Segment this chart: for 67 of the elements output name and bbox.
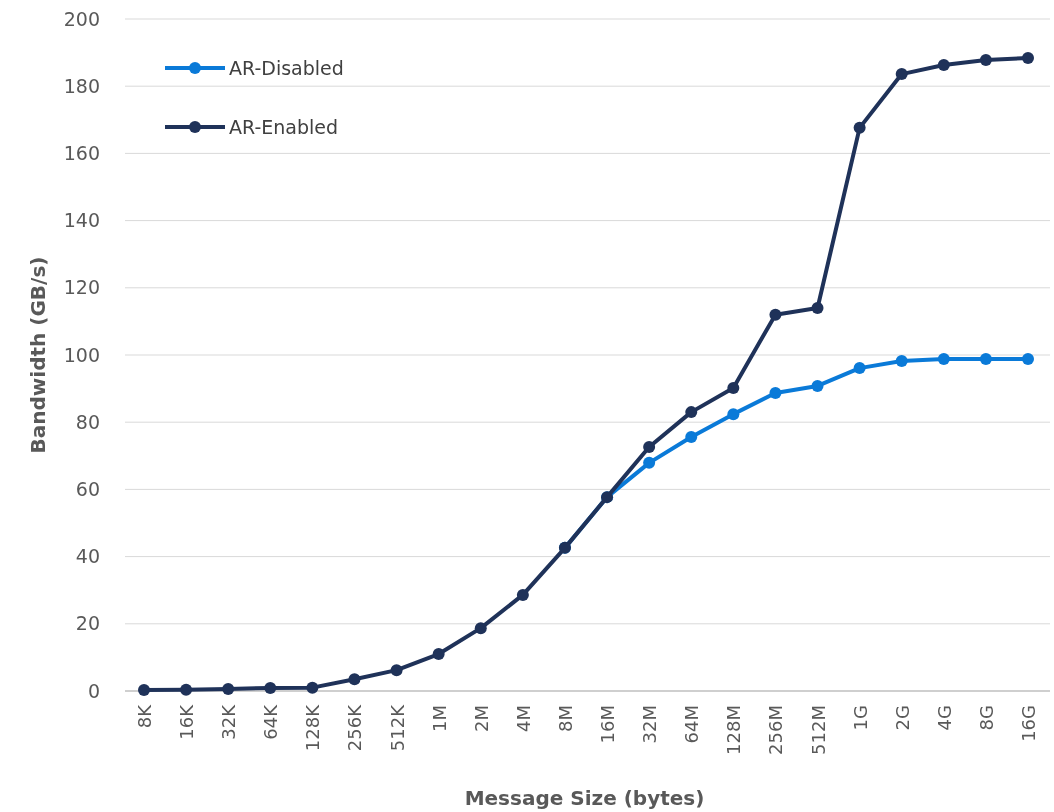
x-tick-label: 4G: [933, 705, 955, 731]
y-tick-label: 0: [87, 679, 100, 702]
y-tick-label: 120: [63, 276, 100, 299]
point: [937, 59, 950, 72]
y-tick-label: 60: [75, 478, 100, 501]
point: [348, 673, 361, 686]
point: [643, 456, 656, 469]
x-tick-label: 8K: [134, 703, 155, 729]
x-tick-label: 4M: [512, 705, 534, 732]
y-tick-label: 20: [75, 612, 100, 635]
x-tick-label: 64K: [260, 703, 282, 740]
point: [180, 683, 193, 696]
point: [432, 648, 445, 661]
point: [769, 386, 782, 399]
point: [685, 430, 698, 443]
x-axis-title: Message Size (bytes): [464, 786, 705, 810]
point: [264, 681, 277, 694]
point: [306, 681, 319, 694]
x-tick-label: 16K: [176, 703, 198, 740]
x-tick-label: 32M: [639, 705, 661, 744]
point: [727, 381, 740, 394]
y-tick-label: 160: [63, 142, 100, 165]
point: [853, 121, 866, 134]
y-tick-label: 40: [75, 545, 100, 568]
x-tick-label: 16M: [597, 705, 619, 744]
x-tick-label: 128M: [723, 705, 745, 755]
x-tick-label: 128K: [302, 703, 324, 752]
point: [811, 379, 824, 392]
point: [769, 308, 782, 321]
x-tick-label: 512K: [386, 703, 408, 752]
point: [1022, 51, 1034, 64]
y-tick-label: 200: [63, 7, 100, 30]
x-tick-label: 1G: [849, 705, 871, 731]
point: [222, 682, 235, 695]
legend-label: AR-Enabled: [229, 115, 339, 138]
point: [979, 53, 992, 66]
y-tick-label: 100: [63, 343, 100, 366]
y-tick-label: 80: [75, 410, 100, 433]
x-tick-label: 8G: [975, 705, 997, 731]
y-tick-label: 180: [63, 74, 100, 97]
point: [685, 406, 698, 419]
point: [474, 622, 487, 635]
point: [895, 355, 908, 368]
point: [643, 441, 656, 454]
point: [138, 683, 150, 696]
x-tick-label: 32K: [218, 703, 240, 740]
point: [390, 664, 403, 677]
x-tick-label: 256M: [765, 705, 787, 755]
point: [1022, 353, 1034, 366]
point: [811, 301, 824, 314]
legend-label: AR-Disabled: [229, 56, 344, 79]
point: [895, 68, 908, 81]
y-axis-title: Bandwidth (GB/s): [26, 256, 50, 454]
x-tick-label: 16G: [1018, 705, 1039, 742]
x-tick-label: 256K: [344, 703, 366, 752]
x-tick-label: 64M: [681, 705, 703, 744]
x-tick-label: 8M: [554, 705, 576, 732]
x-tick-label: 512M: [807, 705, 829, 755]
point: [516, 588, 529, 601]
x-tick-label: 2M: [470, 705, 492, 732]
point: [853, 362, 866, 375]
x-tick-label: 2G: [891, 705, 913, 731]
point: [979, 353, 992, 366]
point: [937, 353, 950, 366]
point: [727, 408, 740, 421]
y-tick-label: 140: [63, 209, 100, 232]
x-tick-label: 1M: [428, 705, 450, 732]
